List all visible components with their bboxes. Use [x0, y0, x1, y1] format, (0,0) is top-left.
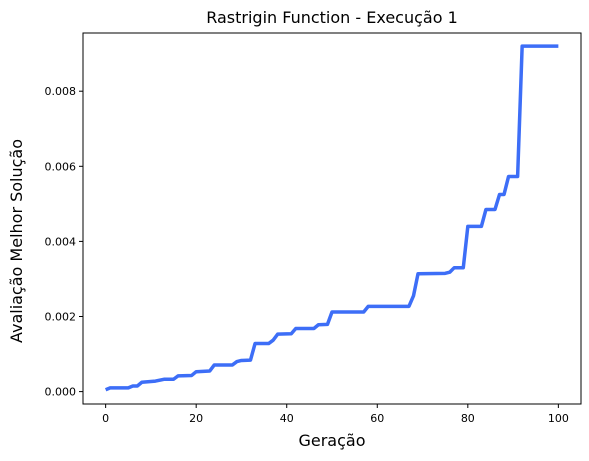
- x-tick-label: 20: [189, 412, 203, 425]
- x-tick-label: 100: [548, 412, 569, 425]
- y-axis-label: Avaliação Melhor Solução: [7, 139, 26, 343]
- y-tick-label: 0.002: [45, 311, 77, 324]
- plot-area: 0 20 40 60 80 100 0.000 0.002 0.004 0.006 0.008: [45, 32, 582, 425]
- y-tick-label: 0.000: [45, 386, 77, 399]
- x-tick-label: 80: [461, 412, 475, 425]
- y-tick-label: 0.006: [45, 160, 77, 173]
- plot-frame: [82, 32, 582, 405]
- x-tick-label: 0: [102, 412, 109, 425]
- series-line-0: [104, 44, 559, 392]
- y-tick-label: 0.004: [45, 235, 77, 248]
- x-axis-label: Geração: [298, 431, 365, 450]
- x-tick-label: 40: [280, 412, 294, 425]
- chart-title: Rastrigin Function - Execução 1: [206, 8, 458, 27]
- x-tick-label: 60: [370, 412, 384, 425]
- y-tick-label: 0.008: [45, 85, 77, 98]
